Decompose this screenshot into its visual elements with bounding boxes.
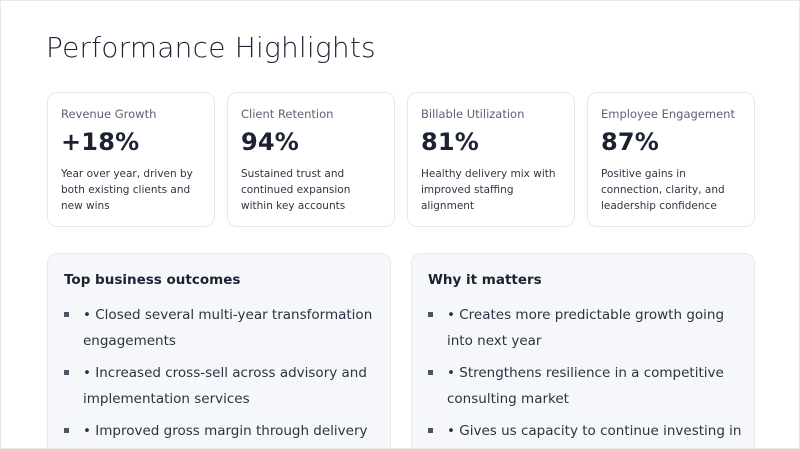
list-item-text: • Strengthens resilience in a competitiv…: [447, 365, 724, 407]
outcomes-list: • Closed several multi-year transformati…: [64, 302, 390, 444]
square-bullet-icon: [428, 312, 433, 317]
list-item: • Creates more predictable growth going …: [428, 302, 754, 354]
list-item-text: • Increased cross-sell across advisory a…: [83, 365, 367, 407]
kpi-label: Billable Utilization: [421, 107, 525, 121]
kpi-card-employee-engagement: Employee Engagement 87% Positive gains i…: [587, 92, 755, 227]
list-item: • Gives us capacity to continue investin…: [428, 418, 754, 444]
why-it-matters-panel: Why it matters • Creates more predictabl…: [411, 253, 755, 448]
kpi-description: Year over year, driven by both existing …: [61, 168, 193, 212]
outcomes-title: Top business outcomes: [64, 272, 241, 288]
kpi-label: Client Retention: [241, 107, 334, 121]
kpi-value: 94%: [241, 128, 300, 156]
kpi-description: Sustained trust and continued expansion …: [241, 168, 351, 212]
page-title: Performance Highlights: [46, 31, 376, 64]
list-item-text: • Gives us capacity to continue investin…: [447, 423, 742, 439]
kpi-value: 81%: [421, 128, 480, 156]
list-item: • Strengthens resilience in a competitiv…: [428, 360, 754, 412]
why-list: • Creates more predictable growth going …: [428, 302, 754, 444]
list-item: • Improved gross margin through delivery: [64, 418, 390, 444]
kpi-card-revenue-growth: Revenue Growth +18% Year over year, driv…: [47, 92, 215, 227]
list-item-text: • Creates more predictable growth going …: [447, 307, 725, 349]
square-bullet-icon: [64, 428, 69, 433]
list-item: • Increased cross-sell across advisory a…: [64, 360, 390, 412]
kpi-description: Healthy delivery mix with improved staff…: [421, 168, 556, 212]
square-bullet-icon: [428, 428, 433, 433]
list-item: • Closed several multi-year transformati…: [64, 302, 390, 354]
kpi-value: +18%: [61, 128, 140, 156]
list-item-text: • Improved gross margin through delivery: [83, 423, 368, 439]
kpi-label: Employee Engagement: [601, 107, 735, 121]
kpi-card-billable-utilization: Billable Utilization 81% Healthy deliver…: [407, 92, 575, 227]
square-bullet-icon: [64, 370, 69, 375]
square-bullet-icon: [428, 370, 433, 375]
kpi-label: Revenue Growth: [61, 107, 157, 121]
kpi-description: Positive gains in connection, clarity, a…: [601, 168, 725, 212]
kpi-card-client-retention: Client Retention 94% Sustained trust and…: [227, 92, 395, 227]
kpi-value: 87%: [601, 128, 660, 156]
square-bullet-icon: [64, 312, 69, 317]
outcomes-panel: Top business outcomes • Closed several m…: [47, 253, 391, 448]
why-title: Why it matters: [428, 272, 542, 288]
list-item-text: • Closed several multi-year transformati…: [83, 307, 373, 349]
